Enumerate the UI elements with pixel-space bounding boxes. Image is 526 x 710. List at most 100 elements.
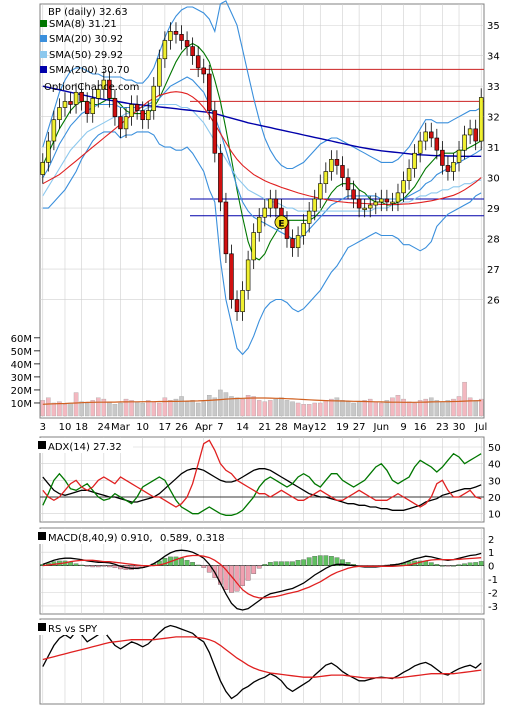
price-candle xyxy=(295,235,301,249)
x-tick-label: Mar xyxy=(111,422,131,433)
macd-title: MACD(8,40,9) 0.910, xyxy=(48,533,153,544)
volume-bar xyxy=(179,396,184,417)
volume-bar xyxy=(223,392,229,417)
rs-legend-box xyxy=(37,620,107,635)
volume-bar xyxy=(195,402,201,417)
price-candle xyxy=(412,152,417,169)
volume-bar xyxy=(478,398,484,417)
x-tick-label: 10 xyxy=(136,422,149,433)
x-tick-label: 10 xyxy=(59,422,72,433)
macd-histogram-bar xyxy=(329,556,334,566)
volume-bar xyxy=(123,398,129,417)
price-candle xyxy=(334,159,340,166)
volume-bar xyxy=(440,401,445,417)
volume-y-tick-label: 40M xyxy=(11,360,32,371)
macd-histogram-bar xyxy=(273,561,279,566)
adx-series-line-1 xyxy=(42,452,482,516)
macd-histogram-bar xyxy=(173,556,179,566)
price-candle xyxy=(51,119,57,142)
volume-bar xyxy=(173,398,179,417)
price-candle xyxy=(329,159,334,172)
macd-histogram-bar xyxy=(428,562,434,566)
macd-histogram-bar xyxy=(478,561,484,566)
macd-y-tick-label: 2 xyxy=(488,535,494,546)
price-candle xyxy=(406,168,412,181)
x-tick-label: Jun xyxy=(373,422,390,433)
price-candle xyxy=(318,183,323,200)
price-candle xyxy=(462,134,467,151)
macd-histogram-bar xyxy=(245,565,251,581)
price-candle xyxy=(256,216,262,233)
macd-y-tick-label: 0 xyxy=(488,562,494,573)
price-candle xyxy=(46,140,51,163)
macd-histogram-bar xyxy=(462,563,467,566)
adx-y-tick-label: 50 xyxy=(488,443,501,454)
legend-swatch-sma20 xyxy=(40,35,47,42)
volume-bar xyxy=(306,404,312,417)
volume-bar xyxy=(62,404,68,417)
x-tick-label: 12 xyxy=(314,422,327,433)
macd-histogram-bar xyxy=(467,562,473,566)
price-candle xyxy=(290,238,295,249)
price-candle xyxy=(234,299,240,313)
price-candle xyxy=(401,180,406,194)
price-title: BP (daily) 32.63 xyxy=(48,7,128,18)
x-tick-label: 18 xyxy=(75,422,88,433)
volume-bar xyxy=(318,402,323,417)
macd-histogram-bar xyxy=(445,565,451,567)
x-tick-label: 28 xyxy=(275,422,288,433)
price-candle xyxy=(384,198,390,203)
volume-bar xyxy=(240,398,245,417)
volume-y-tick-label: 20M xyxy=(11,386,32,397)
macd-y-tick-label: -2 xyxy=(488,589,498,600)
price-candle xyxy=(478,97,484,142)
price-candle xyxy=(356,198,362,209)
legend-sma20: SMA(20) 30.92 xyxy=(49,34,123,45)
price-candle xyxy=(112,98,118,117)
legend-sma200: SMA(200) 30.70 xyxy=(49,65,130,76)
price-candle xyxy=(229,253,234,300)
volume-bar xyxy=(412,402,417,417)
volume-bar xyxy=(245,395,251,417)
macd-histogram-bar xyxy=(317,555,323,566)
price-candle xyxy=(417,140,423,154)
x-tick-label: 27 xyxy=(353,422,366,433)
price-candle xyxy=(207,73,212,111)
macd-histogram-bar xyxy=(306,557,312,566)
price-candle xyxy=(162,40,168,60)
price-candle xyxy=(434,137,440,151)
macd-histogram-bar xyxy=(451,565,456,567)
adx-y-tick-label: 40 xyxy=(488,460,501,471)
volume-average-line xyxy=(42,397,482,405)
macd-histogram-bar xyxy=(201,565,207,568)
x-tick-label: 14 xyxy=(236,422,249,433)
bollinger-lower-line xyxy=(42,131,482,356)
macd-histogram-bar xyxy=(95,565,101,568)
volume-bar xyxy=(401,398,406,417)
volume-bar xyxy=(134,401,140,417)
price-candle xyxy=(312,198,317,212)
volume-bar xyxy=(429,397,434,417)
price-candle xyxy=(129,104,134,117)
volume-bar xyxy=(84,402,90,417)
volume-y-tick-label: 50M xyxy=(11,347,32,358)
volume-bar xyxy=(312,402,317,417)
adx-y-tick-label: 30 xyxy=(488,476,501,487)
rs-panel-frame xyxy=(39,618,485,705)
price-candle xyxy=(323,171,329,185)
price-candle xyxy=(301,223,306,236)
price-y-tick-label: 34 xyxy=(487,52,500,63)
volume-bar xyxy=(201,401,206,417)
volume-bar xyxy=(96,397,101,417)
adx-y-tick-label: 20 xyxy=(488,493,501,504)
price-candle xyxy=(273,198,279,209)
volume-bar xyxy=(384,400,390,417)
volume-bar xyxy=(351,402,356,417)
volume-bar xyxy=(151,401,157,417)
legend-sma50: SMA(50) 29.92 xyxy=(49,50,123,61)
volume-bar xyxy=(262,401,268,417)
volume-bar xyxy=(362,400,367,417)
price-candle xyxy=(373,201,379,206)
volume-bar xyxy=(268,400,273,417)
volume-bar xyxy=(445,400,451,417)
